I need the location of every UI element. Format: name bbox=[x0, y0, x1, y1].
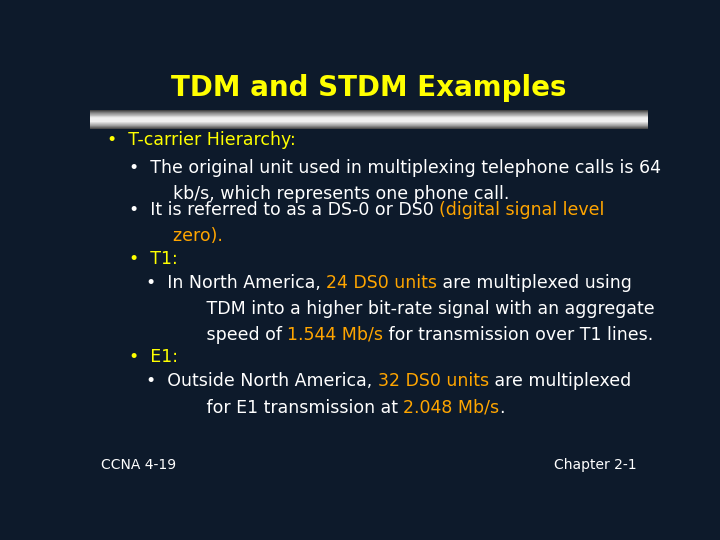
Text: for transmission over T1 lines.: for transmission over T1 lines. bbox=[383, 326, 654, 344]
Text: CCNA 4-19: CCNA 4-19 bbox=[101, 458, 176, 472]
Bar bbox=[90, 122, 648, 123]
Bar bbox=[90, 120, 648, 121]
Text: for E1 transmission at: for E1 transmission at bbox=[145, 399, 403, 417]
Bar bbox=[90, 84, 648, 129]
Bar bbox=[90, 121, 648, 122]
Bar bbox=[90, 116, 648, 117]
Bar bbox=[90, 124, 648, 125]
Text: 24 DS0 units: 24 DS0 units bbox=[326, 274, 437, 292]
Bar bbox=[90, 113, 648, 114]
Text: TDM and STDM Examples: TDM and STDM Examples bbox=[171, 73, 567, 102]
Bar bbox=[90, 123, 648, 124]
Bar bbox=[90, 125, 648, 126]
Bar bbox=[90, 122, 648, 123]
Bar bbox=[90, 118, 648, 119]
Text: TDM into a higher bit-rate signal with an aggregate: TDM into a higher bit-rate signal with a… bbox=[145, 300, 654, 318]
Bar bbox=[90, 119, 648, 120]
Text: 1.544 Mb/s: 1.544 Mb/s bbox=[287, 326, 383, 344]
Text: kb/s, which represents one phone call.: kb/s, which represents one phone call. bbox=[129, 185, 510, 203]
Bar bbox=[90, 125, 648, 126]
Bar bbox=[90, 111, 648, 112]
Bar bbox=[90, 128, 648, 129]
Bar bbox=[90, 114, 648, 115]
Bar bbox=[90, 113, 648, 114]
Text: speed of: speed of bbox=[145, 326, 287, 344]
Text: zero).: zero). bbox=[129, 227, 223, 245]
Bar bbox=[90, 117, 648, 118]
Bar bbox=[90, 114, 648, 115]
Bar bbox=[90, 116, 648, 117]
Bar bbox=[90, 124, 648, 125]
Text: 32 DS0 units: 32 DS0 units bbox=[377, 373, 489, 390]
Text: •  T-carrier Hierarchy:: • T-carrier Hierarchy: bbox=[107, 131, 295, 150]
Text: •  T1:: • T1: bbox=[129, 250, 178, 268]
Bar bbox=[90, 126, 648, 127]
Bar bbox=[90, 110, 648, 111]
Text: •  Outside North America,: • Outside North America, bbox=[145, 373, 377, 390]
Text: .: . bbox=[500, 399, 505, 417]
Bar bbox=[90, 119, 648, 120]
Bar bbox=[90, 117, 648, 118]
Text: •  In North America,: • In North America, bbox=[145, 274, 326, 292]
Bar bbox=[90, 112, 648, 113]
Text: (digital signal level: (digital signal level bbox=[439, 201, 605, 219]
Text: •  It is referred to as a DS-0 or DS0: • It is referred to as a DS-0 or DS0 bbox=[129, 201, 439, 219]
Text: Chapter 2-1: Chapter 2-1 bbox=[554, 458, 637, 472]
Bar bbox=[90, 118, 648, 119]
Bar bbox=[90, 122, 648, 123]
Bar bbox=[90, 120, 648, 121]
Bar bbox=[90, 127, 648, 128]
Bar bbox=[90, 116, 648, 117]
Bar bbox=[90, 115, 648, 116]
Text: •  E1:: • E1: bbox=[129, 348, 178, 366]
Bar bbox=[90, 111, 648, 112]
Bar bbox=[90, 121, 648, 122]
Bar bbox=[90, 126, 648, 127]
Bar bbox=[90, 124, 648, 125]
Bar bbox=[90, 123, 648, 124]
Text: •  The original unit used in multiplexing telephone calls is 64: • The original unit used in multiplexing… bbox=[129, 159, 661, 177]
Bar bbox=[90, 128, 648, 129]
Bar bbox=[90, 127, 648, 129]
Bar bbox=[90, 115, 648, 116]
Bar bbox=[90, 112, 648, 113]
Text: are multiplexed: are multiplexed bbox=[489, 373, 631, 390]
Text: are multiplexed using: are multiplexed using bbox=[437, 274, 632, 292]
Text: 2.048 Mb/s: 2.048 Mb/s bbox=[403, 399, 500, 417]
